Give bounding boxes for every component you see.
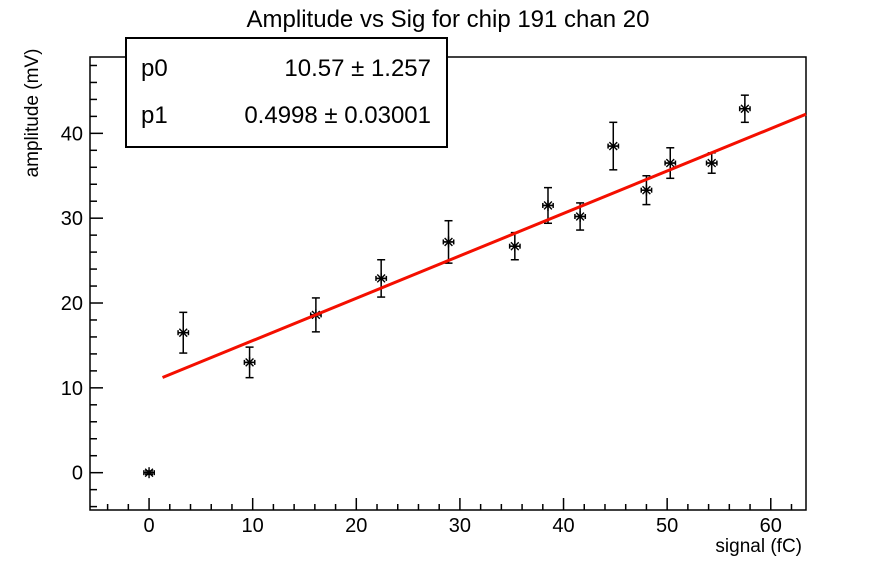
- stats-row-p0: p0 10.57 ± 1.257: [127, 55, 446, 83]
- x-tick-label: 40: [552, 515, 574, 537]
- data-marker: [740, 104, 750, 114]
- x-tick-label: 0: [143, 515, 154, 537]
- y-tick-label: 20: [61, 293, 83, 315]
- stats-row-p1: p1 0.4998 ± 0.03001: [127, 102, 446, 130]
- data-marker: [444, 237, 453, 247]
- chart-title: Amplitude vs Sig for chip 191 chan 20: [246, 6, 650, 33]
- data-marker: [510, 241, 520, 251]
- fit-stats-box: p0 10.57 ± 1.257 p1 0.4998 ± 0.03001: [125, 37, 448, 148]
- param-p1-label: p1: [141, 102, 168, 130]
- data-marker: [707, 158, 717, 168]
- x-tick-label: 50: [656, 515, 678, 537]
- data-marker: [608, 141, 618, 151]
- data-marker: [665, 158, 675, 168]
- data-marker: [144, 468, 154, 478]
- data-marker: [178, 328, 188, 338]
- data-marker: [543, 201, 553, 210]
- param-p0-value: 10.57 ± 1.257: [284, 54, 431, 82]
- param-p0-label: p0: [141, 54, 168, 82]
- x-tick-label: 60: [760, 515, 782, 537]
- x-tick-label: 30: [449, 515, 471, 537]
- y-tick-label: 0: [72, 463, 83, 485]
- x-tick-label: 10: [242, 515, 264, 537]
- data-marker: [376, 274, 386, 283]
- y-tick-label: 40: [61, 123, 83, 145]
- data-marker: [245, 357, 254, 367]
- param-p1-value: 0.4998 ± 0.03001: [244, 102, 431, 130]
- plot-frame: [89, 56, 807, 511]
- x-axis-title: signal (fC): [715, 536, 802, 557]
- data-marker: [575, 212, 585, 221]
- y-tick-label: 30: [61, 208, 83, 230]
- fit-line: [161, 112, 807, 379]
- y-tick-label: 10: [61, 378, 83, 400]
- x-tick-label: 20: [345, 515, 367, 537]
- data-marker: [642, 185, 651, 195]
